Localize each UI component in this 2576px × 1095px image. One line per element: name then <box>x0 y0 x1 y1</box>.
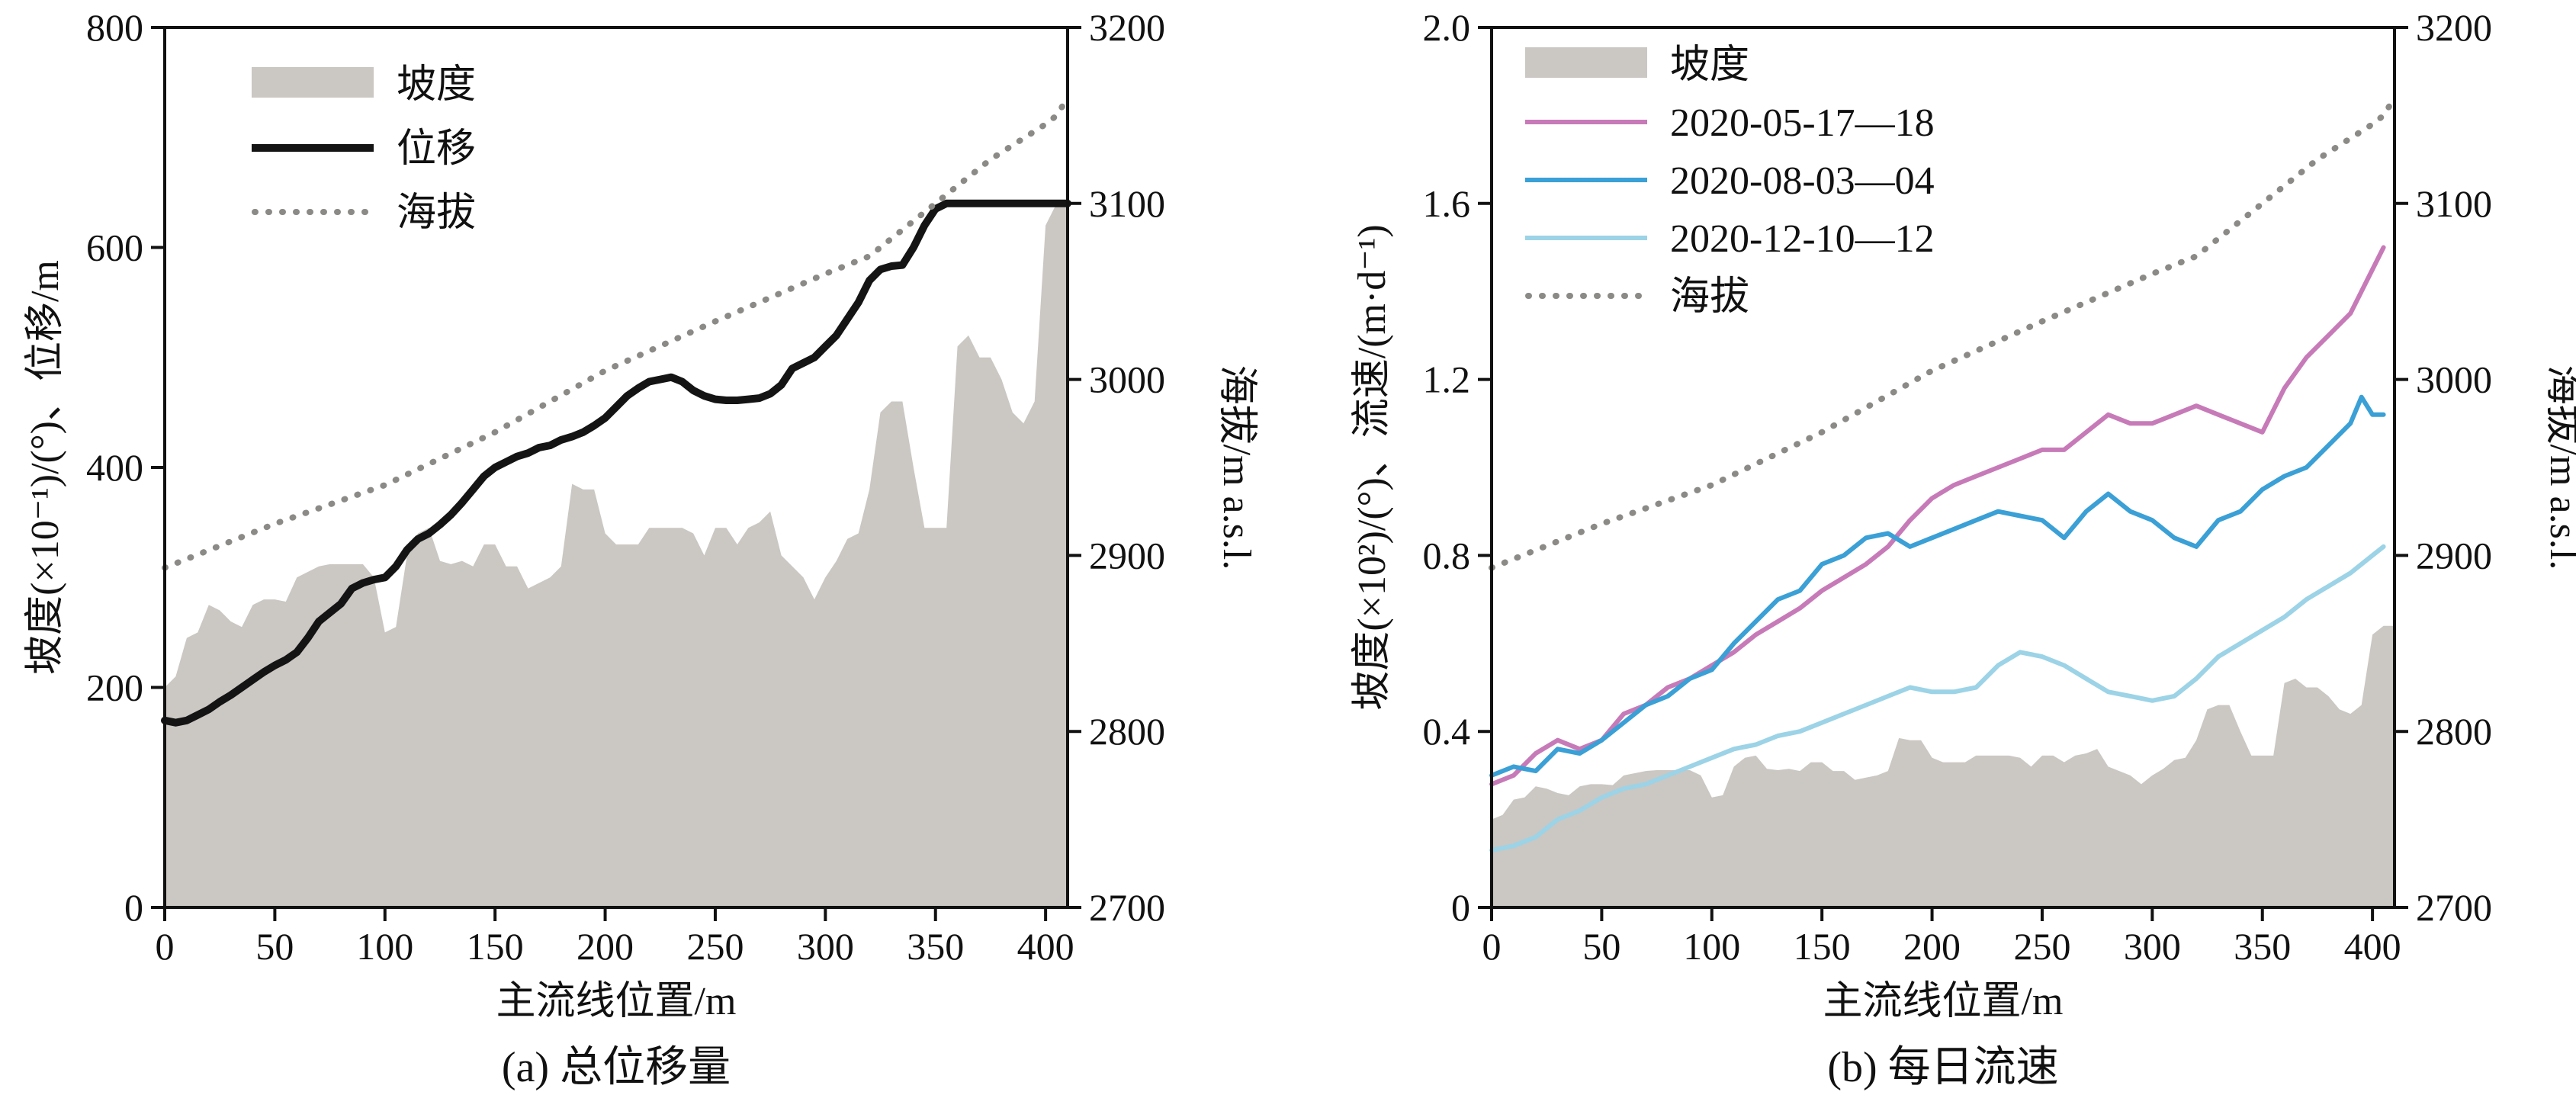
x-tick-label: 350 <box>907 925 964 968</box>
y-tick-label: 1.6 <box>1423 182 1471 225</box>
plot-frame <box>1490 26 2396 909</box>
x-tick-label: 150 <box>1794 925 1851 968</box>
y2-tick-label: 3000 <box>1089 358 1165 401</box>
y-tick-label: 600 <box>86 226 143 269</box>
panel-caption: (a) 总位移量 <box>502 1044 731 1091</box>
series-line-2 <box>1489 394 2386 778</box>
x-tick-label: 400 <box>2344 925 2401 968</box>
panel-a: 0 50 100 150 200 250 300 350 400 0 200 400 600 800 270… <box>24 6 1258 1091</box>
x-tick-label: 150 <box>467 925 524 968</box>
y-tick-label: 400 <box>86 446 143 489</box>
y2-tick-label: 3100 <box>1089 182 1165 225</box>
y2-tick-label: 3200 <box>1089 6 1165 49</box>
legend-swatch-slope <box>1525 47 1647 78</box>
elevation-line <box>1489 95 2398 571</box>
x-tick-label: 250 <box>686 925 744 968</box>
x-axis-label: 主流线位置/m <box>496 980 737 1023</box>
y-tick-label: 0.8 <box>1423 534 1471 576</box>
legend-label: 海拔 <box>1670 275 1749 319</box>
x-axis-label: 主流线位置/m <box>1823 980 2064 1023</box>
y-tick-label: 1.2 <box>1423 358 1471 401</box>
y2-tick-label: 3200 <box>2416 6 2492 49</box>
y-tick-label: 800 <box>86 6 143 49</box>
y2-tick-label: 2800 <box>1089 710 1165 753</box>
y2-tick-label: 3000 <box>2416 358 2492 401</box>
x-tick-label: 100 <box>1683 925 1740 968</box>
x-tick-label: 50 <box>1582 925 1620 968</box>
x-tick-label: 50 <box>255 925 294 968</box>
y2-axis-label: 海拔/m a.s.l. <box>1215 365 1258 570</box>
legend-label: 坡度 <box>1670 43 1749 87</box>
y-tick-label: 200 <box>86 666 143 709</box>
x-tick-label: 250 <box>2013 925 2070 968</box>
y2-tick-label: 2700 <box>2416 886 2492 929</box>
elevation-line <box>162 95 1071 571</box>
x-tick-label: 100 <box>356 925 413 968</box>
series-line-1 <box>1489 245 2386 787</box>
legend-label: 坡度 <box>397 63 476 107</box>
y2-tick-label: 2900 <box>2416 534 2492 576</box>
legend-swatch-slope <box>252 67 374 98</box>
y2-axis-label: 海拔/m a.s.l. <box>2542 365 2576 570</box>
panel-b: 0 50 100 150 200 250 300 350 400 0 0.4 0.8 1.2 1.6 2.0… <box>1351 6 2576 1091</box>
x-tick-label: 350 <box>2234 925 2291 968</box>
x-tick-label: 400 <box>1017 925 1074 968</box>
y-tick-label: 0 <box>1451 886 1470 929</box>
series-line-3 <box>1489 544 2386 853</box>
legend-label: 2020-12-10—12 <box>1670 217 1935 261</box>
y2-tick-label: 2800 <box>2416 710 2492 753</box>
series-line-1 <box>161 199 1071 727</box>
x-tick-label: 300 <box>2124 925 2181 968</box>
y2-tick-label: 2900 <box>1089 534 1165 576</box>
x-tick-label: 200 <box>1903 925 1961 968</box>
legend-label: 位移 <box>397 127 476 171</box>
y-axis-label: 坡度(×10⁻¹)/(°)、位移/m <box>24 260 67 675</box>
slope-area <box>1492 625 2395 907</box>
legend-label: 海拔 <box>397 191 476 235</box>
x-tick-label: 200 <box>577 925 634 968</box>
y-axis-label: 坡度(×10²)/(°)、流速/(m·d⁻¹) <box>1351 224 1394 710</box>
y-tick-label: 2.0 <box>1423 6 1471 49</box>
y2-tick-label: 2700 <box>1089 886 1165 929</box>
y-tick-label: 0.4 <box>1423 710 1471 753</box>
x-tick-label: 0 <box>1482 925 1502 968</box>
legend-label: 2020-05-17—18 <box>1670 101 1935 145</box>
legend-label: 2020-08-03—04 <box>1670 159 1935 203</box>
x-tick-label: 300 <box>797 925 854 968</box>
y2-tick-label: 3100 <box>2416 182 2492 225</box>
y-tick-label: 0 <box>124 886 143 929</box>
x-tick-label: 0 <box>156 925 175 968</box>
panel-caption: (b) 每日流速 <box>1827 1044 2058 1091</box>
slope-area <box>165 203 1068 907</box>
